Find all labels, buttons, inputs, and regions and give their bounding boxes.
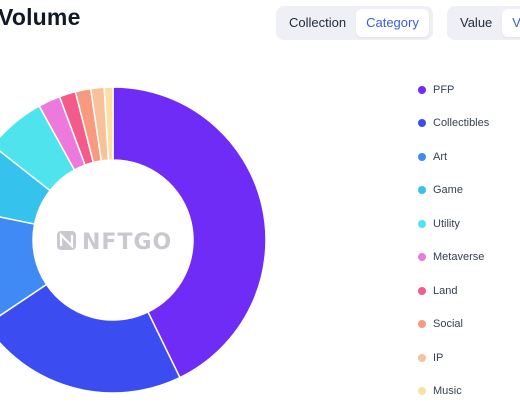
legend-swatch	[418, 320, 426, 328]
chart-legend: PFP Collectibles Art Game Utility Metaverse La…	[418, 73, 520, 408]
legend-item-pfp[interactable]: PFP	[418, 73, 520, 107]
legend-item-ip[interactable]: IP	[418, 341, 520, 375]
donut-slice-collectibles[interactable]	[0, 284, 180, 393]
legend-label: Music	[433, 385, 462, 397]
legend-swatch	[418, 387, 426, 395]
legend-swatch	[418, 153, 426, 161]
legend-label: Metaverse	[433, 251, 484, 263]
legend-swatch	[418, 86, 426, 94]
legend-item-art[interactable]: Art	[418, 140, 520, 174]
legend-label: Art	[433, 151, 447, 163]
nftgo-watermark: NFTGO	[57, 230, 172, 255]
legend-label: Game	[433, 184, 463, 196]
legend-swatch	[418, 287, 426, 295]
legend-item-social[interactable]: Social	[418, 308, 520, 342]
legend-swatch	[418, 253, 426, 261]
legend-swatch	[418, 186, 426, 194]
legend-label: Utility	[433, 218, 460, 230]
legend-label: PFP	[433, 84, 454, 96]
legend-swatch	[418, 354, 426, 362]
legend-label: IP	[433, 352, 443, 364]
legend-item-land[interactable]: Land	[418, 274, 520, 308]
legend-item-metaverse[interactable]: Metaverse	[418, 241, 520, 275]
legend-swatch	[418, 119, 426, 127]
legend-item-collectibles[interactable]: Collectibles	[418, 107, 520, 141]
legend-item-music[interactable]: Music	[418, 375, 520, 408]
legend-swatch	[418, 220, 426, 228]
watermark-text: NFTGO	[82, 230, 172, 255]
legend-label: Collectibles	[433, 117, 489, 129]
legend-label: Social	[433, 318, 463, 330]
legend-item-utility[interactable]: Utility	[418, 207, 520, 241]
legend-label: Land	[433, 285, 457, 297]
legend-item-game[interactable]: Game	[418, 174, 520, 208]
